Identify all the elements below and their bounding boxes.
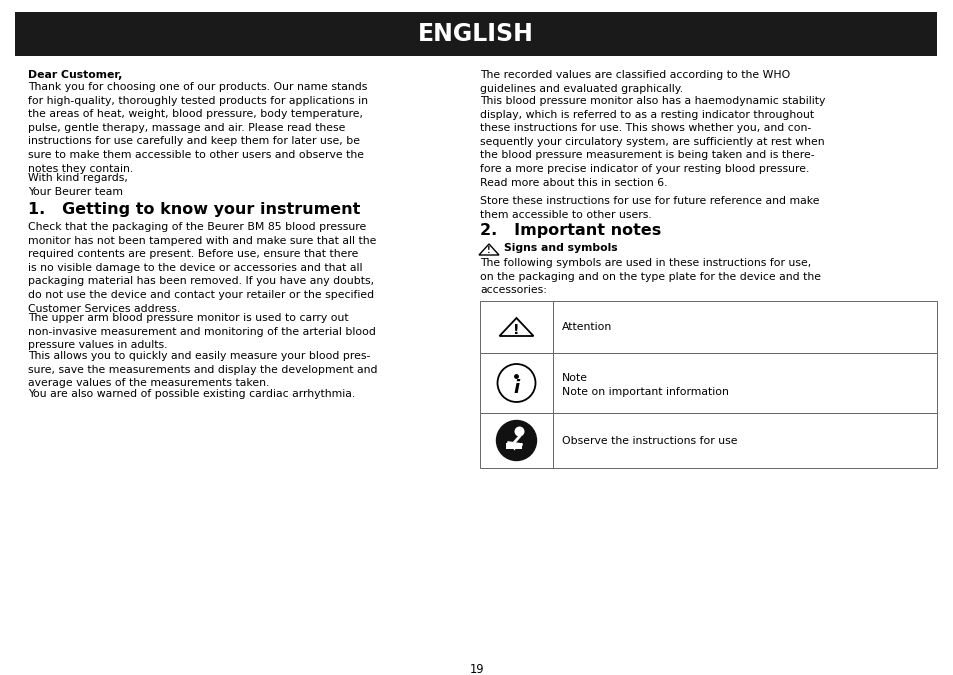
Text: The upper arm blood pressure monitor is used to carry out
non-invasive measureme: The upper arm blood pressure monitor is …: [28, 313, 375, 350]
Text: This blood pressure monitor also has a haemodynamic stability
display, which is : This blood pressure monitor also has a h…: [479, 96, 824, 188]
Text: ENGLISH: ENGLISH: [417, 22, 534, 46]
Text: !: !: [487, 246, 490, 254]
Circle shape: [496, 421, 536, 460]
Text: Thank you for choosing one of our products. Our name stands
for high-quality, th: Thank you for choosing one of our produc…: [28, 82, 368, 173]
Text: Store these instructions for use for future reference and make
them accessible t: Store these instructions for use for fut…: [479, 196, 819, 219]
Text: i: i: [513, 379, 519, 397]
Bar: [479, 413, 936, 468]
Text: Check that the packaging of the Beurer BM 85 blood pressure
monitor has not been: Check that the packaging of the Beurer B…: [28, 222, 376, 314]
Text: You are also warned of possible existing cardiac arrhythmia.: You are also warned of possible existing…: [28, 389, 355, 399]
Circle shape: [514, 427, 524, 437]
Text: Observe the instructions for use: Observe the instructions for use: [561, 435, 737, 446]
Text: 2.   Important notes: 2. Important notes: [479, 223, 660, 238]
Text: The following symbols are used in these instructions for use,
on the packaging a: The following symbols are used in these …: [479, 258, 821, 295]
Text: 19: 19: [469, 663, 484, 675]
Text: 1.   Getting to know your instrument: 1. Getting to know your instrument: [28, 202, 360, 217]
Bar: [15, 12, 936, 56]
Text: This allows you to quickly and easily measure your blood pres-
sure, save the me: This allows you to quickly and easily me…: [28, 351, 377, 388]
Text: The recorded values are classified according to the WHO
guidelines and evaluated: The recorded values are classified accor…: [479, 70, 789, 94]
Bar: [506, 443, 522, 448]
Bar: [479, 301, 936, 353]
Text: Dear Customer,: Dear Customer,: [28, 70, 122, 80]
Bar: [479, 353, 936, 413]
Text: !: !: [513, 323, 519, 337]
Text: Note
Note on important information: Note Note on important information: [561, 373, 728, 397]
Text: Attention: Attention: [561, 322, 612, 332]
Text: Signs and symbols: Signs and symbols: [503, 243, 617, 253]
Text: With kind regards,
Your Beurer team: With kind regards, Your Beurer team: [28, 173, 128, 196]
